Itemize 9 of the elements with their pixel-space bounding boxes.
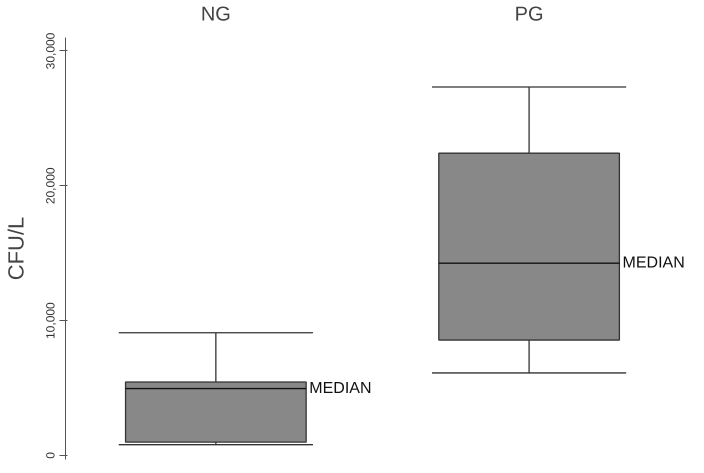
y-tick-label: 30,000 — [44, 32, 58, 70]
annotation: MEDIAN — [309, 380, 372, 398]
annotation: MEDIAN — [622, 254, 685, 272]
y-tick-label: 0 — [44, 452, 58, 459]
y-axis-title: CFU/L — [4, 216, 28, 280]
x-tick-label: PG — [514, 4, 544, 26]
y-tick-label: 10,000 — [44, 302, 58, 339]
x-tick-label: NG — [200, 4, 231, 26]
y-tick-label: 20,000 — [44, 167, 58, 204]
